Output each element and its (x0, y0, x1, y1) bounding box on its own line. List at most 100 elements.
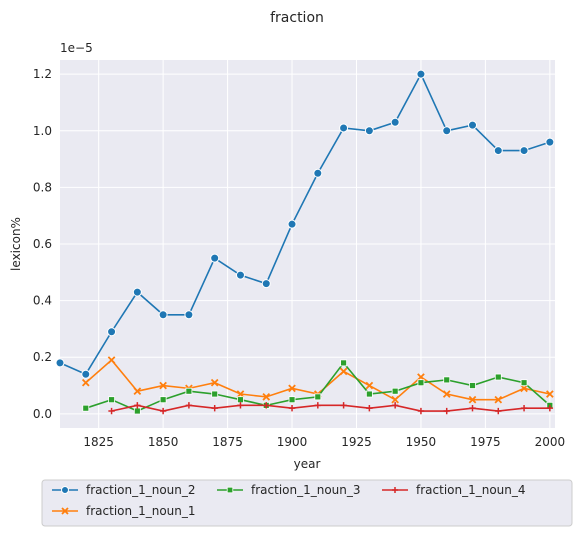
y-offset-text: 1e−5 (60, 41, 93, 55)
series-fraction_1_noun_2 (55, 69, 555, 379)
data-point (159, 381, 167, 390)
data-point (82, 404, 90, 412)
data-point (546, 390, 554, 398)
data-point (442, 126, 452, 136)
data-point (469, 382, 476, 389)
legend-entry: fraction_1_noun_1 (52, 504, 196, 518)
data-point (340, 359, 347, 367)
data-point (55, 358, 65, 368)
data-point (236, 390, 245, 398)
grid-lines (60, 60, 555, 428)
data-point (443, 376, 451, 384)
data-point (416, 69, 426, 79)
data-point (314, 393, 322, 401)
data-point (391, 387, 399, 395)
data-point (108, 396, 115, 404)
x-tick-label: 1900 (277, 435, 308, 449)
data-point (184, 310, 194, 320)
x-tick-label: 1950 (406, 435, 437, 449)
data-point (237, 402, 244, 409)
data-point (132, 287, 142, 297)
legend-label: fraction_1_noun_3 (251, 483, 361, 497)
legend-marker (61, 507, 69, 515)
y-tick-label: 0.4 (33, 294, 52, 308)
data-point (158, 310, 168, 320)
data-point (237, 396, 244, 404)
legend-label: fraction_1_noun_2 (86, 483, 196, 497)
data-point (235, 270, 245, 280)
data-point (520, 379, 528, 387)
data-point (107, 356, 116, 364)
data-point (210, 378, 219, 387)
data-point (108, 407, 115, 415)
y-tick-label: 0.0 (33, 407, 52, 421)
data-point (365, 390, 373, 398)
series-line (111, 404, 550, 412)
y-tick-label: 0.8 (33, 180, 52, 194)
legend-marker (392, 487, 398, 493)
y-axis: 0.0 0.2 0.4 0.6 0.8 1.0 1.2 (33, 67, 52, 421)
y-tick-label: 0.6 (33, 237, 52, 251)
data-point (81, 369, 91, 379)
data-point (443, 407, 450, 415)
data-point (494, 395, 503, 404)
data-point (159, 407, 167, 415)
legend-marker (226, 486, 234, 494)
x-tick-label: 1850 (148, 435, 179, 449)
x-tick-label: 1925 (341, 435, 372, 449)
legend-label: fraction_1_noun_4 (416, 483, 526, 497)
data-point (468, 395, 477, 404)
data-point (133, 387, 142, 396)
data-point (210, 253, 220, 263)
legend-frame (41, 479, 573, 527)
data-point (287, 219, 297, 229)
data-point (366, 404, 373, 412)
y-axis-label: lexicon% (9, 217, 23, 271)
data-point (185, 402, 193, 409)
x-axis: 1825 1850 1875 1900 1925 1950 1975 2000 (83, 435, 565, 449)
data-point (314, 402, 322, 409)
legend-entry: fraction_1_noun_4 (382, 483, 526, 497)
data-point (340, 402, 347, 409)
data-point (313, 168, 323, 178)
data-point (469, 404, 476, 412)
data-point (288, 396, 296, 404)
data-point (442, 390, 451, 398)
series-fraction_1_noun_4 (108, 402, 554, 415)
data-point (211, 390, 219, 398)
legend: fraction_1_noun_2 fraction_1_noun_3 fracti… (41, 479, 573, 527)
data-point (263, 402, 270, 409)
legend-label: fraction_1_noun_1 (86, 504, 196, 518)
data-point (288, 384, 296, 393)
data-point (133, 407, 141, 415)
x-tick-label: 1875 (212, 435, 243, 449)
x-tick-label: 1975 (470, 435, 501, 449)
data-point (493, 146, 503, 156)
y-tick-label: 0.2 (33, 350, 52, 364)
data-point (520, 384, 528, 393)
data-point (134, 402, 141, 409)
data-point (107, 327, 117, 337)
x-tick-label: 2000 (535, 435, 566, 449)
data-point (288, 404, 296, 412)
data-point (339, 367, 348, 376)
data-point (262, 393, 271, 401)
y-tick-label: 1.0 (33, 124, 52, 138)
data-point (185, 387, 193, 395)
x-tick-label: 1825 (83, 435, 114, 449)
data-point (211, 404, 218, 412)
series-layer (55, 69, 555, 415)
data-point (520, 404, 528, 412)
data-point (519, 146, 529, 156)
data-point (339, 123, 349, 133)
data-point (417, 373, 425, 381)
data-point (545, 137, 555, 147)
legend-marker (61, 486, 69, 494)
chart-title: fraction (270, 10, 324, 26)
data-point (417, 379, 425, 387)
data-point (494, 373, 502, 381)
y-tick-label: 1.2 (33, 67, 52, 81)
data-point (261, 279, 271, 289)
data-point (546, 404, 554, 412)
